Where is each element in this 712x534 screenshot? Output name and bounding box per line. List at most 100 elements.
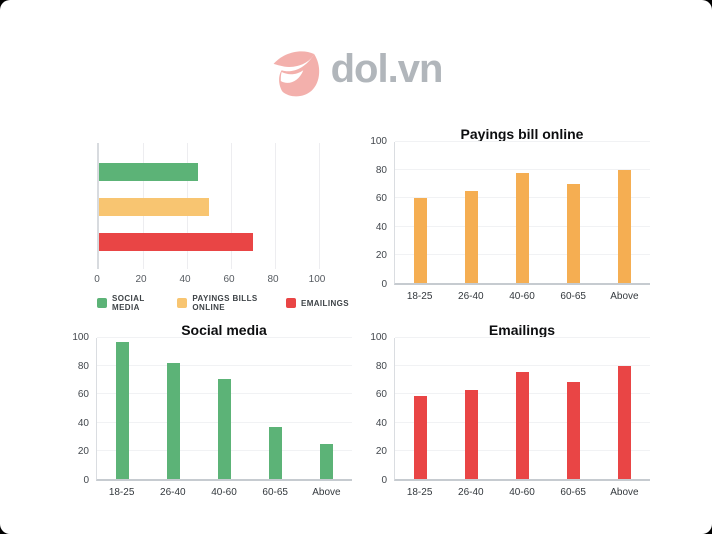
x-category-label: 60-65 <box>262 487 288 498</box>
y-tick-label: 20 <box>77 446 89 458</box>
legend: SOCIAL MEDIA PAYINGS BILLS ONLINE EMAILING… <box>97 294 349 312</box>
bar-slot <box>599 338 650 479</box>
logo: dol.vn <box>0 44 712 100</box>
gridline <box>275 143 276 269</box>
bar-payings-bills-online <box>99 198 209 216</box>
bar-emailings <box>99 233 253 251</box>
bar-18-25 <box>414 198 427 283</box>
logo-text: dol.vn <box>330 47 444 91</box>
x-axis-labels: 18-25 26-40 40-60 60-65 Above <box>394 487 650 498</box>
y-tick-label: 60 <box>375 193 387 205</box>
x-category-label: Above <box>312 487 341 498</box>
bar-slot <box>199 338 250 479</box>
bar-slot <box>395 142 446 283</box>
bar-18-25 <box>414 395 427 479</box>
bar-slot <box>446 338 497 479</box>
bar-above <box>320 443 333 479</box>
bar-18-25 <box>116 342 129 479</box>
bar-40-60 <box>516 371 529 479</box>
bar-40-60 <box>516 173 529 283</box>
y-tick-label: 100 <box>72 332 89 343</box>
y-axis-labels: 0 20 40 60 80 100 <box>368 333 394 486</box>
legend-item: SOCIAL MEDIA <box>97 294 155 312</box>
bar-slot <box>97 338 148 479</box>
chart-social-media: Social media 0 20 40 60 80 100 18-25 26-40 40-6… <box>70 322 352 498</box>
chart-title: Payings bill online <box>460 126 584 142</box>
y-tick-label: 100 <box>370 136 387 147</box>
dol-logo-icon <box>273 51 319 97</box>
plot-wrapper: 0 20 40 60 80 100 <box>70 333 352 486</box>
legend-swatch <box>177 298 188 308</box>
plot-area <box>394 141 650 285</box>
x-tick-label: 80 <box>267 274 279 285</box>
x-tick-label: 40 <box>179 274 191 285</box>
bar-slot <box>148 338 199 479</box>
legend-item: PAYINGS BILLS ONLINE <box>177 294 264 312</box>
gridline <box>231 143 232 269</box>
y-tick-label: 20 <box>375 250 387 262</box>
y-tick-label: 60 <box>77 389 89 401</box>
bar-slot <box>548 338 599 479</box>
y-tick-label: 80 <box>77 360 89 372</box>
legend-label: PAYINGS BILLS ONLINE <box>192 294 258 312</box>
gridline <box>319 143 320 269</box>
bar-slot <box>599 142 650 283</box>
y-tick-label: 40 <box>375 221 387 233</box>
bar-26-40 <box>167 363 180 479</box>
chart-title: Emailings <box>488 322 556 338</box>
bar-60-65 <box>567 381 580 479</box>
chart-title: Social media <box>181 322 267 338</box>
bar-slot <box>395 338 446 479</box>
bar-slot <box>301 338 352 479</box>
x-tick-label: 0 <box>94 274 100 285</box>
x-category-label: 26-40 <box>458 291 484 302</box>
x-tick-label: 20 <box>135 274 147 285</box>
y-tick-label: 0 <box>381 475 387 486</box>
bars <box>395 338 650 479</box>
bar-26-40 <box>465 390 478 479</box>
y-axis-labels: 0 20 40 60 80 100 <box>70 333 96 486</box>
bars <box>395 142 650 283</box>
x-category-label: 40-60 <box>509 291 535 302</box>
bar-social-media <box>99 163 198 181</box>
bars <box>97 338 352 479</box>
x-category-label: 40-60 <box>211 487 237 498</box>
x-category-label: 60-65 <box>560 291 586 302</box>
y-tick-label: 40 <box>77 417 89 429</box>
legend-item: EMAILINGS <box>285 298 349 308</box>
plot-area <box>394 337 650 481</box>
bar-slot <box>548 142 599 283</box>
y-tick-label: 20 <box>375 446 387 458</box>
chart-emailings: Emailings 0 20 40 60 80 100 18-25 26-40 40-60 60… <box>368 322 650 498</box>
plot-wrapper: 0 20 40 60 80 100 <box>368 333 650 486</box>
gridline <box>97 365 352 367</box>
x-category-label: 18-25 <box>108 487 135 498</box>
x-axis-labels: 18-25 26-40 40-60 60-65 Above <box>96 487 352 498</box>
bar-above <box>618 170 631 283</box>
legend-label: EMAILINGS <box>300 298 349 308</box>
x-category-label: 40-60 <box>509 487 535 498</box>
x-tick-label: 60 <box>223 274 235 285</box>
y-tick-label: 0 <box>381 279 387 290</box>
gridline <box>395 169 650 171</box>
x-category-label: Above <box>610 487 639 498</box>
legend-label: SOCIAL MEDIA <box>112 294 145 312</box>
x-category-label: Above <box>610 291 639 302</box>
x-category-label: 60-65 <box>560 487 586 498</box>
plot-area <box>96 337 352 481</box>
y-axis-labels: 0 20 40 60 80 100 <box>368 137 394 290</box>
legend-swatch <box>97 298 107 308</box>
x-category-label: 18-25 <box>406 291 433 302</box>
legend-swatch <box>285 298 296 308</box>
x-tick-label: 100 <box>308 274 326 285</box>
gridline <box>395 141 650 142</box>
bar-26-40 <box>465 191 478 283</box>
overview-plot-area <box>97 143 349 269</box>
y-tick-label: 40 <box>375 417 387 429</box>
x-category-label: 26-40 <box>458 487 484 498</box>
bar-slot <box>250 338 301 479</box>
bar-40-60 <box>218 378 231 479</box>
y-tick-label: 80 <box>375 360 387 372</box>
gridline <box>395 365 650 367</box>
